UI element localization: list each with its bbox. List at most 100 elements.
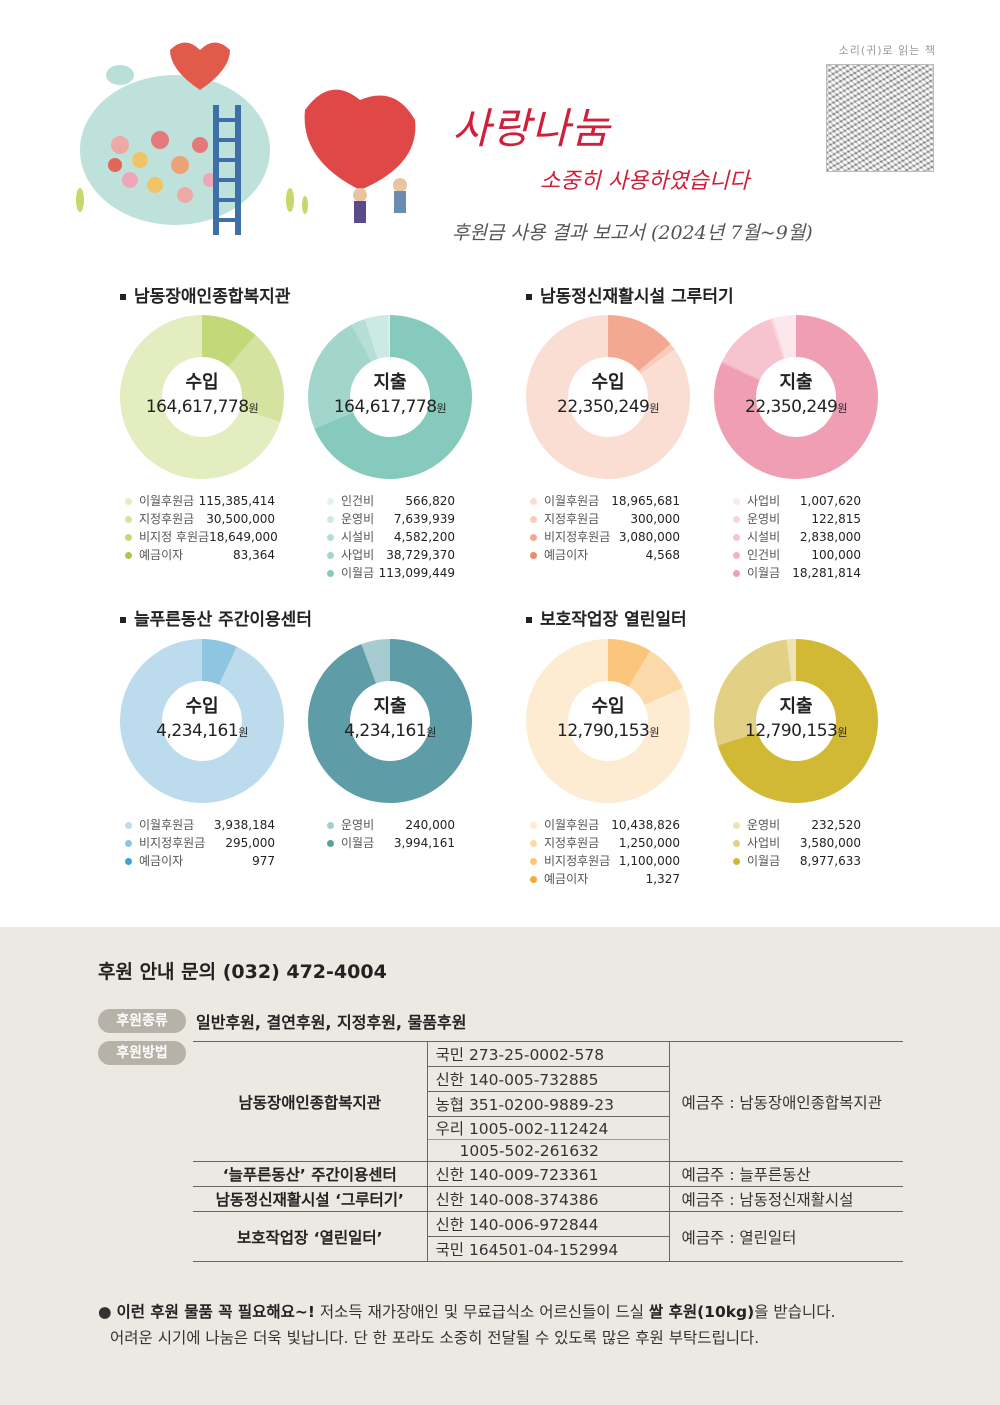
piggy-bank-illustration — [76, 42, 416, 235]
table-row: 남동정신재활시설 ‘그루터기’ 신한 140-008-374386 예금주 : … — [193, 1186, 903, 1212]
legend-value: 295,000 — [225, 836, 275, 850]
pie-slice — [308, 324, 372, 429]
donut-total: 22,350,249원 — [711, 395, 881, 421]
org-name: 남동정신재활시설 ‘그루터기’ — [193, 1186, 428, 1212]
donut-total-value: 12,790,153 — [557, 721, 650, 741]
legend-dot-icon — [125, 839, 132, 847]
legend-item: 예금이자 977 — [125, 852, 275, 870]
account-number[interactable]: 신한 140-006-972844 — [427, 1211, 670, 1237]
table-row: 국민 164501-04-152994 — [193, 1236, 903, 1262]
donut-kind-label: 지출 — [779, 372, 813, 393]
section-title: 늘푸른동산 주간이용센터 — [120, 605, 312, 630]
legend-value: 3,580,000 — [799, 836, 861, 850]
pie-slice — [717, 639, 878, 803]
bullet-square-icon — [526, 617, 532, 623]
legend-dot-icon — [327, 515, 334, 523]
legend-name: 이월금 — [341, 566, 375, 580]
table-row: 남동장애인종합복지관 국민 273-25-0002-578 예금주 : 남동장애… — [193, 1041, 903, 1162]
legend-item: 비지정후원금 1,100,000 — [530, 852, 680, 870]
account-number[interactable]: 국민 164501-04-152994 — [427, 1236, 670, 1262]
donut-center-label: 지출 164,617,778원 — [305, 371, 475, 421]
legend-name: 지정후원금 — [544, 512, 600, 526]
legend-dot-icon — [327, 497, 334, 505]
legend-item: 사업비 38,729,370 — [327, 546, 455, 564]
legend-name: 예금이자 — [544, 548, 589, 562]
section-title: 남동장애인종합복지관 — [120, 282, 290, 307]
note-emphasis: 이런 후원 물품 꼭 필요해요~! — [116, 1303, 315, 1321]
donut-chart — [526, 315, 690, 479]
legend-value: 2,838,000 — [799, 530, 861, 544]
legend-value: 240,000 — [405, 818, 455, 832]
pie-slice — [638, 343, 675, 374]
donut-kind-label: 수입 — [185, 696, 219, 717]
note-line-1: ● 이런 후원 물품 꼭 필요해요~! 저소득 재가장애인 및 무료급식소 어르… — [98, 1303, 836, 1321]
legend-dot-icon — [733, 515, 740, 523]
account-holder: 예금주 : 남동장애인종합복지관 — [669, 1041, 903, 1162]
account-number[interactable]: 농협 351-0200-9889-23 — [427, 1091, 670, 1117]
legend-value: 1,007,620 — [799, 494, 861, 508]
donut-kind-label: 수입 — [185, 372, 219, 393]
donut-kind-label: 지출 — [373, 696, 407, 717]
legend-value: 115,385,414 — [198, 494, 275, 508]
legend-name: 이월후원금 — [139, 494, 195, 508]
legend-item: 시설비 4,582,200 — [327, 528, 455, 546]
legend-dot-icon — [530, 515, 537, 523]
legend-value: 83,364 — [233, 548, 275, 562]
legend-dot-icon — [733, 497, 740, 505]
pie-slice — [786, 639, 796, 682]
legend-value: 1,327 — [645, 872, 680, 886]
legend-value: 30,500,000 — [206, 512, 275, 526]
donut-total-value: 164,617,778 — [333, 397, 437, 417]
legend-value: 3,080,000 — [618, 530, 680, 544]
note-emphasis: 쌀 후원(10kg) — [648, 1303, 755, 1321]
report-title: 후원금 사용 결과 보고서 (2024년 7월~9월) — [452, 222, 813, 244]
section-title-text: 늘푸른동산 주간이용센터 — [134, 610, 312, 630]
legend-dot-icon — [733, 857, 740, 865]
legend-name: 인건비 — [341, 494, 375, 508]
legend-name: 이월금 — [747, 854, 781, 868]
chart-legend: 운영비 240,000 이월금 3,994,161 — [327, 816, 455, 852]
table-row: 우리 1005-002-112424 — [193, 1116, 903, 1140]
header: 사랑나눔 소중히 사용하였습니다 후원금 사용 결과 보고서 (2024년 7월… — [0, 0, 1000, 260]
bullet-square-icon — [120, 294, 126, 300]
pie-slice — [228, 335, 284, 422]
pie-slice — [120, 639, 284, 803]
chart-legend: 이월후원금 18,965,681 지정후원금 300,000 비지정후원금 3,080,0… — [530, 492, 680, 564]
legend-dot-icon — [530, 839, 537, 847]
section-title-text: 보호작업장 열린일터 — [540, 610, 687, 630]
chart-legend: 사업비 1,007,620 운영비 122,815 시설비 2,838,000 인건비 100… — [733, 492, 861, 582]
account-number[interactable]: 국민 273-25-0002-578 — [427, 1041, 670, 1067]
account-number[interactable]: 신한 140-008-374386 — [427, 1186, 670, 1212]
legend-item: 이월금 8,977,633 — [733, 852, 861, 870]
legend-dot-icon — [327, 569, 334, 577]
table-row: 1005-502-261632 — [193, 1139, 903, 1162]
legend-value: 1,250,000 — [618, 836, 680, 850]
pie-slice — [526, 315, 690, 479]
pie-slice — [714, 315, 878, 479]
legend-value: 4,568 — [645, 548, 680, 562]
legend-value: 38,729,370 — [386, 548, 455, 562]
account-holder: 예금주 : 남동정신재활시설 — [669, 1186, 903, 1212]
qr-code-image[interactable] — [826, 64, 934, 172]
donut-total-value: 12,790,153 — [745, 721, 838, 741]
donut-kind-label: 수입 — [591, 696, 625, 717]
donut-chart — [119, 315, 284, 479]
section-title: 남동정신재활시설 그루터기 — [526, 282, 734, 307]
legend-name: 예금이자 — [544, 872, 589, 886]
legend-name: 이월후원금 — [544, 818, 600, 832]
legend-name: 운영비 — [747, 818, 781, 832]
account-number[interactable]: 신한 140-009-723361 — [427, 1161, 670, 1187]
legend-name: 인건비 — [747, 548, 781, 562]
donut-total-unit: 원 — [837, 726, 847, 739]
pie-slice — [722, 319, 784, 380]
donation-types: 일반후원, 결연후원, 지정후원, 물품후원 — [196, 1013, 467, 1032]
legend-dot-icon — [530, 857, 537, 865]
donut-total: 22,350,249원 — [523, 395, 693, 421]
account-number[interactable]: 우리 1005-002-112424 — [427, 1116, 670, 1140]
footer-donation-info: 후원 안내 문의 (032) 472-4004 후원종류 일반후원, 결연후원,… — [0, 927, 1000, 1405]
donut-center-label: 지출 22,350,249원 — [711, 371, 881, 421]
legend-dot-icon — [327, 551, 334, 559]
account-number[interactable]: 1005-502-261632 — [427, 1139, 670, 1162]
legend-item: 이월금 3,994,161 — [327, 834, 455, 852]
account-number[interactable]: 신한 140-005-732885 — [427, 1066, 670, 1092]
